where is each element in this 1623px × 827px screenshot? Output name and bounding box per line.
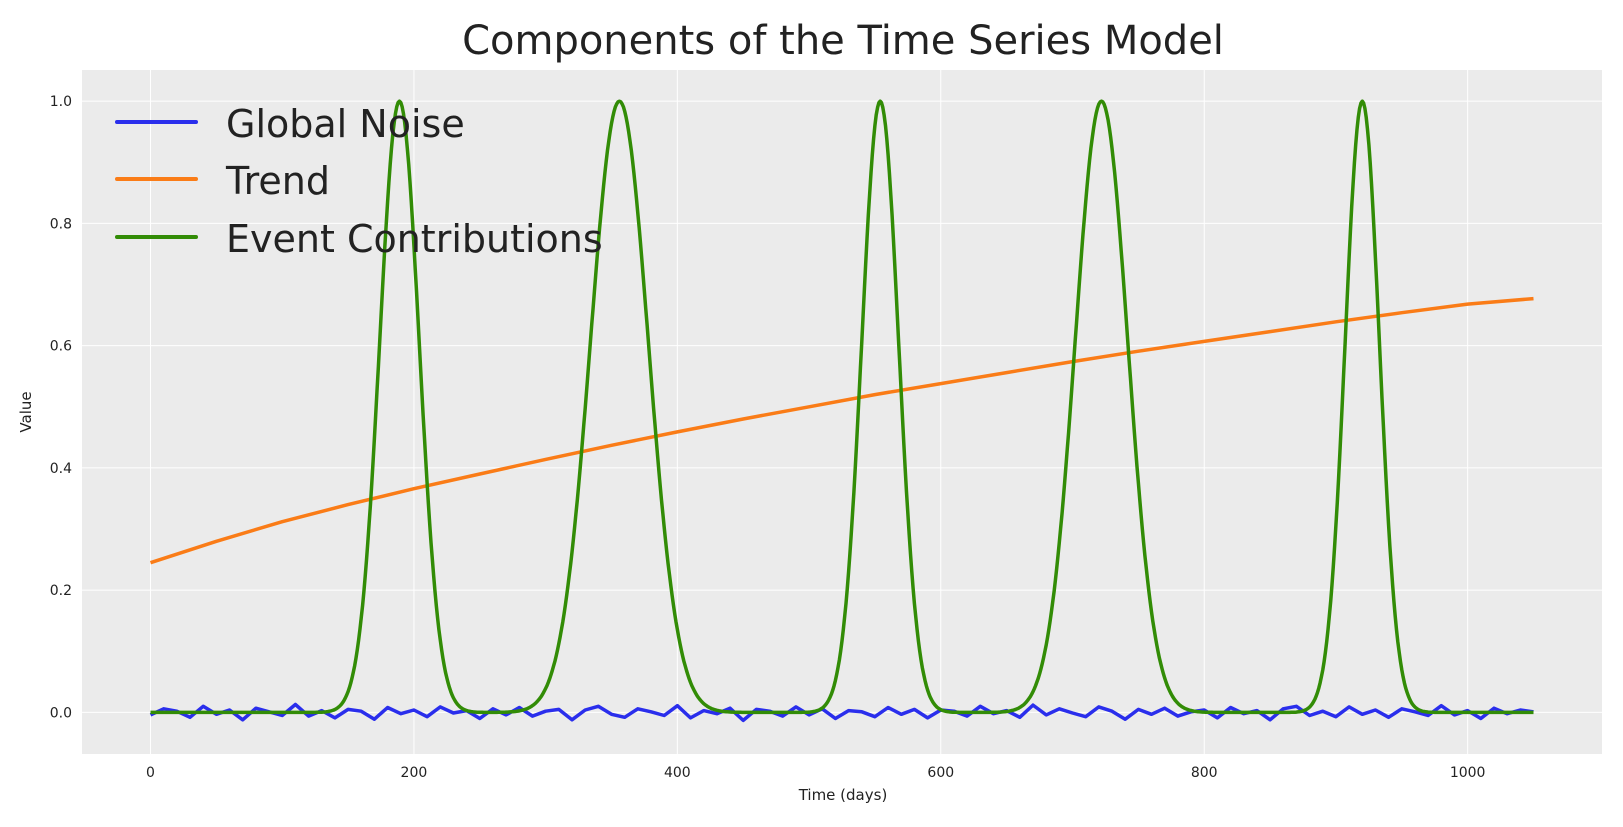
y-tick-label: 0.6 <box>50 339 72 355</box>
legend-label-trend: Trend <box>225 159 330 203</box>
y-tick-label: 0.4 <box>50 461 72 477</box>
chart-title: Components of the Time Series Model <box>462 18 1224 64</box>
x-tick-label: 0 <box>146 765 155 781</box>
legend-label-event-contributions: Event Contributions <box>226 217 603 261</box>
legend: Global Noise Trend Event Contributions <box>115 102 603 261</box>
ticks: 0 200 400 600 800 1000 0.0 0.2 0.4 0.6 0.8 1.0 <box>50 94 1486 781</box>
x-tick-label: 800 <box>1191 765 1218 781</box>
x-tick-label: 1000 <box>1450 765 1486 781</box>
x-axis-label: Time (days) <box>798 786 888 804</box>
y-tick-label: 0.8 <box>50 216 72 232</box>
series-line-event-contributions <box>150 99 1534 715</box>
y-axis-label: Value <box>17 391 35 432</box>
x-tick-label: 600 <box>927 765 954 781</box>
x-tick-label: 400 <box>664 765 691 781</box>
series-lines <box>149 99 1534 723</box>
legend-label-global-noise: Global Noise <box>226 102 465 146</box>
y-tick-label: 1.0 <box>50 94 72 110</box>
x-tick-label: 200 <box>401 765 428 781</box>
y-tick-label: 0.2 <box>50 583 72 599</box>
grid <box>82 70 1602 754</box>
series-line-trend <box>149 296 1534 565</box>
y-tick-label: 0.0 <box>50 705 72 721</box>
